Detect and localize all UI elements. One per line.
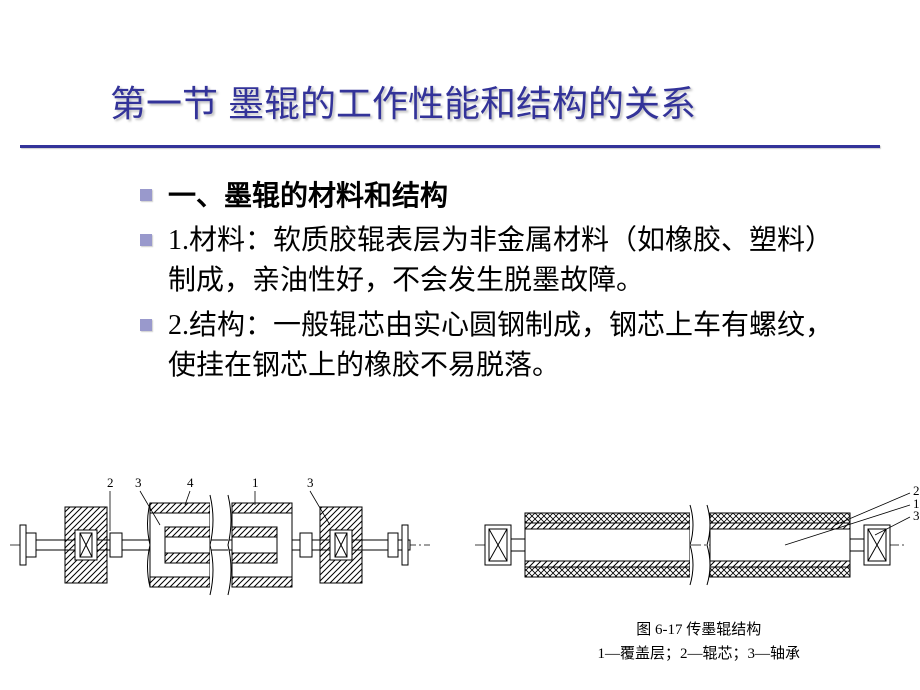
bullet-text: 一、墨辊的材料和结构 xyxy=(168,176,448,217)
figure-label: 1 xyxy=(252,475,259,490)
caption-legend: 1—覆盖层；2—辊芯；3—轴承 xyxy=(597,642,800,666)
bullet-icon xyxy=(140,189,152,201)
bullet-icon xyxy=(140,319,152,331)
list-item: 1.材料：软质胶辊表层为非金属材料（如橡胶、塑料）制成，亲油性好，不会发生脱墨故… xyxy=(140,221,860,302)
bullet-text: 1.材料：软质胶辊表层为非金属材料（如橡胶、塑料）制成，亲油性好，不会发生脱墨故… xyxy=(168,221,860,302)
list-item: 2.结构：一般辊芯由实心圆钢制成，钢芯上车有螺纹，使挂在钢芯上的橡胶不易脱落。 xyxy=(140,306,860,387)
bullet-text: 2.结构：一般辊芯由实心圆钢制成，钢芯上车有螺纹，使挂在钢芯上的橡胶不易脱落。 xyxy=(168,306,860,387)
list-item: 一、墨辊的材料和结构 xyxy=(140,176,860,217)
content-list: 一、墨辊的材料和结构 1.材料：软质胶辊表层为非金属材料（如橡胶、塑料）制成，亲… xyxy=(0,148,920,387)
figure-label: 3 xyxy=(307,475,314,490)
page-title: 第一节 墨辊的工作性能和结构的关系 xyxy=(110,75,880,127)
figure-label: 2 xyxy=(913,483,920,498)
bullet-icon xyxy=(140,234,152,246)
figure-label: 3 xyxy=(913,508,920,523)
figure-caption: 图 6-17 传墨辊结构 1—覆盖层；2—辊芯；3—轴承 xyxy=(597,618,800,666)
figure-label: 2 xyxy=(107,475,114,490)
caption-title: 图 6-17 传墨辊结构 xyxy=(597,618,800,642)
roller-diagram: 2 3 4 1 3 xyxy=(0,460,920,630)
figure-label: 3 xyxy=(135,475,142,490)
figure-label: 4 xyxy=(187,475,194,490)
figure-area: 2 3 4 1 3 xyxy=(0,460,920,630)
